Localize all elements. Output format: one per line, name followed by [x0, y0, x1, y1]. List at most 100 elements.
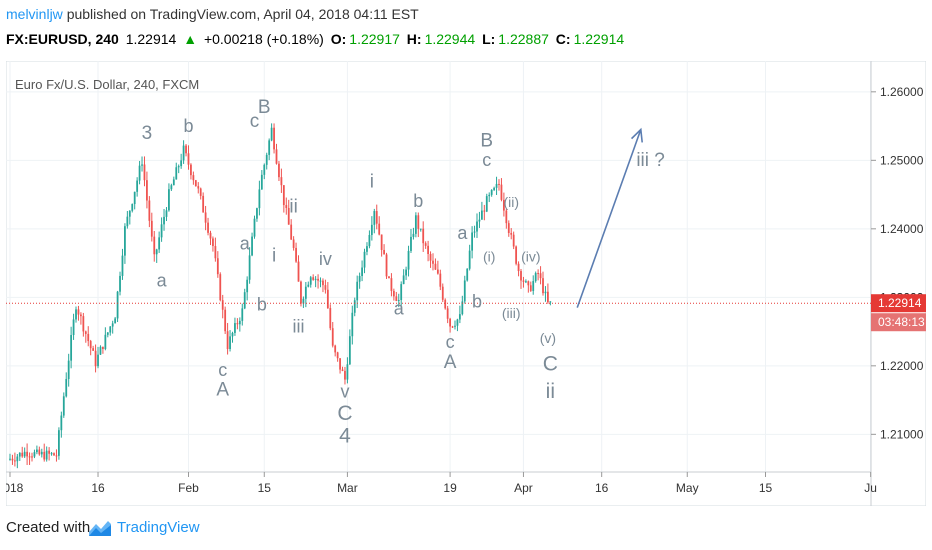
candle-body [392, 290, 395, 297]
candle-body [53, 453, 55, 456]
candle-body [126, 216, 129, 227]
candle-body [251, 236, 253, 256]
candle-body [336, 352, 339, 359]
candle-body [128, 210, 131, 217]
candle-body [16, 456, 19, 462]
candle-body [485, 196, 488, 212]
candle-body [390, 278, 393, 291]
candle-body [226, 331, 229, 350]
candle-body [388, 276, 390, 279]
candle-body [35, 449, 38, 453]
last-price-tag [871, 294, 926, 313]
candle-body [273, 127, 275, 150]
candle-body [419, 228, 422, 230]
candle-body [366, 246, 368, 252]
candle-body [471, 232, 474, 251]
chart-frame [5, 60, 927, 507]
candle-body [278, 163, 280, 178]
candle-body [246, 279, 249, 293]
candle-body [348, 336, 351, 365]
candle-body [175, 167, 178, 180]
candle-body [529, 285, 532, 291]
high-value: 1.22944 [424, 31, 476, 47]
candle-body [507, 223, 510, 233]
candle-body [263, 164, 266, 175]
last-price-badge: 1.22914 03:48:13 [871, 294, 926, 332]
candle-body [344, 370, 346, 380]
candle-body [77, 309, 80, 315]
candle-body [319, 280, 322, 282]
candle-body [324, 285, 327, 290]
candle-body [150, 220, 153, 237]
candle-body [534, 273, 537, 282]
candle-body [314, 278, 317, 280]
time-tick-label: 2018 [6, 481, 24, 495]
candle-body [505, 210, 508, 224]
wave-label: c [482, 150, 491, 170]
countdown-tag-text: 03:48:13 [878, 315, 925, 329]
symbol-info: FX:EURUSD, 240 1.22914 ▲ +0.00218 (+0.18… [6, 31, 627, 47]
candle-body [495, 183, 498, 188]
candle-body [148, 200, 151, 221]
candle-body [461, 301, 464, 315]
time-tick-label: Feb [178, 481, 199, 495]
candle-body [221, 300, 224, 310]
candle-body [31, 456, 33, 458]
high-label: H: [406, 31, 422, 47]
candle-body [502, 199, 505, 211]
low-value: 1.22887 [498, 31, 549, 47]
candle-body [510, 232, 513, 235]
candle-body [172, 179, 175, 186]
footer: Created with TradingView [0, 506, 932, 550]
candles [9, 123, 552, 469]
author-link[interactable]: melvinljw [6, 6, 63, 22]
wave-label: b [183, 116, 193, 136]
candle-body [368, 235, 371, 247]
candle-body [331, 328, 334, 346]
candle-body [275, 149, 278, 164]
candle-body [219, 274, 222, 301]
candle-body [165, 210, 168, 217]
candle-body [466, 268, 469, 281]
time-tick-label: 15 [258, 481, 272, 495]
candle-body [212, 238, 214, 247]
tradingview-logo-icon[interactable] [88, 519, 112, 537]
candle-body [410, 236, 412, 251]
candlestick-chart[interactable]: Euro Fx/U.S. Dollar, 240, FXCM 1.26000 1.… [0, 60, 927, 507]
candle-body [45, 450, 48, 460]
tradingview-link[interactable]: TradingView [117, 519, 200, 536]
price-tick-label: 1.21000 [880, 427, 924, 441]
chart-area[interactable]: Euro Fx/U.S. Dollar, 240, FXCM 1.26000 1.… [0, 60, 927, 507]
candle-body [28, 456, 31, 458]
candle-body [62, 396, 65, 416]
candle-body [256, 208, 258, 219]
candle-body [114, 318, 117, 324]
arrow-head [630, 127, 643, 143]
time-tick-label: 16 [91, 481, 105, 495]
candle-body [515, 246, 518, 264]
candle-body [488, 194, 491, 197]
candle-body [234, 323, 236, 333]
candle-body [512, 234, 515, 247]
candle-body [194, 180, 197, 187]
candle-body [292, 239, 295, 248]
candle-body [304, 286, 307, 299]
candle-body [268, 140, 271, 155]
candle-body [297, 261, 300, 282]
candle-body [58, 430, 60, 456]
candle-body [33, 452, 36, 457]
candle-body [483, 210, 486, 212]
candle-body [375, 211, 378, 224]
candle-body [402, 275, 405, 285]
candle-body [18, 452, 21, 457]
wave-label: b [413, 191, 423, 211]
candle-body [517, 263, 520, 272]
candle-body [424, 243, 427, 246]
candle-body [480, 210, 483, 220]
candle-body [190, 164, 192, 176]
candle-body [287, 207, 290, 225]
time-tick-label: Ju [864, 481, 877, 495]
candle-body [224, 309, 227, 332]
candle-body [544, 291, 547, 294]
candle-body [104, 334, 107, 350]
